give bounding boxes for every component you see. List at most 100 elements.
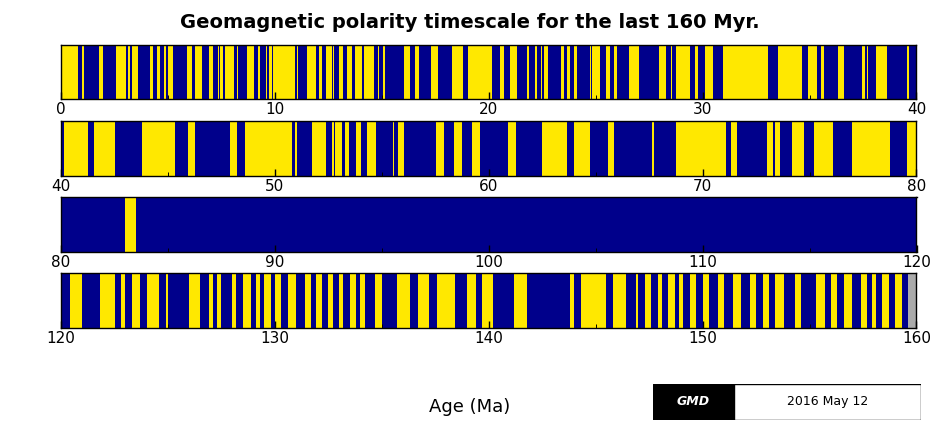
Bar xyxy=(121,273,125,329)
Bar xyxy=(217,273,222,329)
Bar xyxy=(908,273,916,329)
Bar xyxy=(378,45,380,100)
Bar xyxy=(356,121,362,176)
Bar xyxy=(117,45,126,100)
Bar xyxy=(731,121,737,176)
Bar xyxy=(542,121,567,176)
Bar xyxy=(570,273,574,329)
Bar xyxy=(196,45,201,100)
Bar xyxy=(431,45,438,100)
Bar xyxy=(794,273,801,329)
Bar xyxy=(225,45,234,100)
Bar xyxy=(164,45,165,100)
Bar xyxy=(399,121,403,176)
Bar xyxy=(791,121,805,176)
Bar xyxy=(64,121,88,176)
Bar xyxy=(883,273,888,329)
Bar xyxy=(676,45,690,100)
Bar xyxy=(560,45,564,100)
Bar xyxy=(125,197,136,252)
Bar xyxy=(333,45,335,100)
Bar xyxy=(365,45,373,100)
Bar xyxy=(863,45,865,100)
Bar xyxy=(436,121,444,176)
Bar xyxy=(775,121,780,176)
Bar xyxy=(297,45,299,100)
Bar xyxy=(70,273,83,329)
Bar xyxy=(668,273,675,329)
Bar xyxy=(326,45,332,100)
Bar xyxy=(328,273,333,329)
Bar xyxy=(147,273,160,329)
Bar xyxy=(838,45,844,100)
Bar xyxy=(776,273,784,329)
Bar xyxy=(367,121,376,176)
Bar xyxy=(61,197,916,252)
Bar xyxy=(360,273,365,329)
Bar xyxy=(671,45,672,100)
Bar xyxy=(209,273,213,329)
Bar xyxy=(867,45,869,100)
Bar xyxy=(676,121,726,176)
Bar xyxy=(61,121,916,176)
Bar xyxy=(514,273,527,329)
Bar xyxy=(83,45,84,100)
Bar xyxy=(397,273,410,329)
Bar xyxy=(723,45,768,100)
Bar xyxy=(606,45,609,100)
Bar xyxy=(808,45,817,100)
Bar xyxy=(871,273,876,329)
Bar xyxy=(266,45,267,100)
Bar xyxy=(210,45,212,100)
Bar xyxy=(733,384,921,420)
Bar xyxy=(345,121,349,176)
Bar xyxy=(690,273,697,329)
Bar xyxy=(339,273,343,329)
Bar xyxy=(100,273,115,329)
Bar xyxy=(256,273,260,329)
Bar xyxy=(526,45,528,100)
Bar xyxy=(220,45,223,100)
Bar xyxy=(705,45,713,100)
Bar xyxy=(651,121,654,176)
Bar xyxy=(243,273,251,329)
Bar xyxy=(467,273,476,329)
Bar xyxy=(816,273,824,329)
Bar xyxy=(732,273,741,329)
Bar xyxy=(645,273,651,329)
Bar xyxy=(482,273,494,329)
Bar xyxy=(544,45,548,100)
Bar xyxy=(415,45,419,100)
Bar xyxy=(895,273,901,329)
Bar xyxy=(592,45,600,100)
Bar xyxy=(762,273,769,329)
Bar xyxy=(274,45,295,100)
Text: 2016 May 12: 2016 May 12 xyxy=(787,395,868,408)
Bar xyxy=(814,121,833,176)
Bar xyxy=(629,45,639,100)
Bar xyxy=(305,273,311,329)
Bar xyxy=(679,273,683,329)
Bar xyxy=(128,45,130,100)
Bar xyxy=(907,121,916,176)
Bar xyxy=(189,273,200,329)
Bar xyxy=(636,273,638,329)
Bar xyxy=(165,273,168,329)
Bar xyxy=(767,121,773,176)
Bar xyxy=(821,45,824,100)
Bar xyxy=(907,45,909,100)
Bar xyxy=(574,45,577,100)
Bar xyxy=(94,121,116,176)
Bar xyxy=(696,45,697,100)
Bar xyxy=(316,273,322,329)
Bar xyxy=(702,273,709,329)
Bar xyxy=(232,273,237,329)
Bar xyxy=(312,121,325,176)
Bar xyxy=(288,273,296,329)
Bar xyxy=(509,121,516,176)
Bar xyxy=(230,121,237,176)
Bar xyxy=(355,45,362,100)
Bar xyxy=(608,121,614,176)
Bar xyxy=(573,121,590,176)
Bar xyxy=(831,273,838,329)
